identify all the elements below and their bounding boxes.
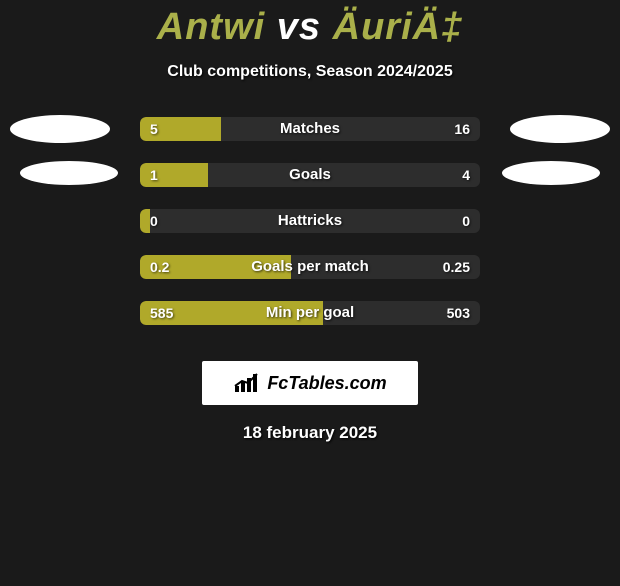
player1-badge — [10, 115, 110, 143]
stat-label: Min per goal — [140, 301, 480, 325]
subtitle: Club competitions, Season 2024/2025 — [0, 63, 620, 81]
player2-name: ÄuriÄ‡ — [333, 6, 464, 48]
stat-row: 585503Min per goal — [0, 299, 620, 345]
chart-icon — [233, 372, 261, 394]
stat-bar: 516Matches — [140, 117, 480, 141]
stat-bar: 00Hattricks — [140, 209, 480, 233]
stat-label: Goals — [140, 163, 480, 187]
brand-text: FcTables.com — [267, 373, 386, 394]
player1-badge — [20, 161, 118, 185]
player2-badge — [502, 161, 600, 185]
stat-rows: 516Matches 14Goals 00Hattricks 0.20.25Goals… — [0, 115, 620, 345]
stat-bar: 14Goals — [140, 163, 480, 187]
page-title: Antwi vs ÄuriÄ‡ — [0, 6, 620, 49]
stat-bar: 585503Min per goal — [140, 301, 480, 325]
player2-badge — [510, 115, 610, 143]
stat-label: Goals per match — [140, 255, 480, 279]
brand-logo[interactable]: FcTables.com — [202, 361, 418, 405]
stat-row: 0.20.25Goals per match — [0, 253, 620, 299]
date-text: 18 february 2025 — [0, 423, 620, 443]
stat-bar: 0.20.25Goals per match — [140, 255, 480, 279]
stat-row: 516Matches — [0, 115, 620, 161]
stat-row: 14Goals — [0, 161, 620, 207]
player1-name: Antwi — [157, 6, 265, 48]
stat-label: Hattricks — [140, 209, 480, 233]
stat-label: Matches — [140, 117, 480, 141]
stat-row: 00Hattricks — [0, 207, 620, 253]
vs-label: vs — [277, 6, 321, 48]
comparison-card: Antwi vs ÄuriÄ‡ Club competitions, Seaso… — [0, 6, 620, 443]
